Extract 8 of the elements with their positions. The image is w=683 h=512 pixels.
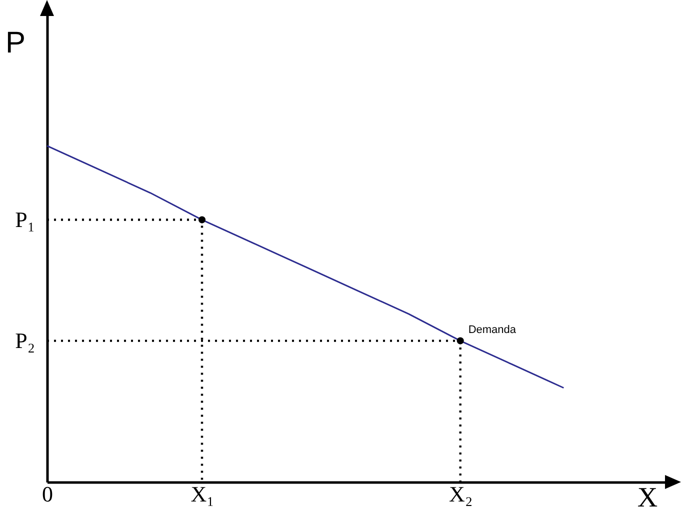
x-tick-label: X₁ <box>190 482 214 506</box>
series-label: Demanda <box>468 324 517 336</box>
y-axis-title: P <box>6 26 26 60</box>
x-tick-label: X₂ <box>449 482 473 506</box>
x-axis-title: X <box>637 482 658 512</box>
x-tick-label: 0 <box>42 482 53 506</box>
annotation: P₁ <box>15 206 35 232</box>
annotation: P₂ <box>15 328 35 353</box>
